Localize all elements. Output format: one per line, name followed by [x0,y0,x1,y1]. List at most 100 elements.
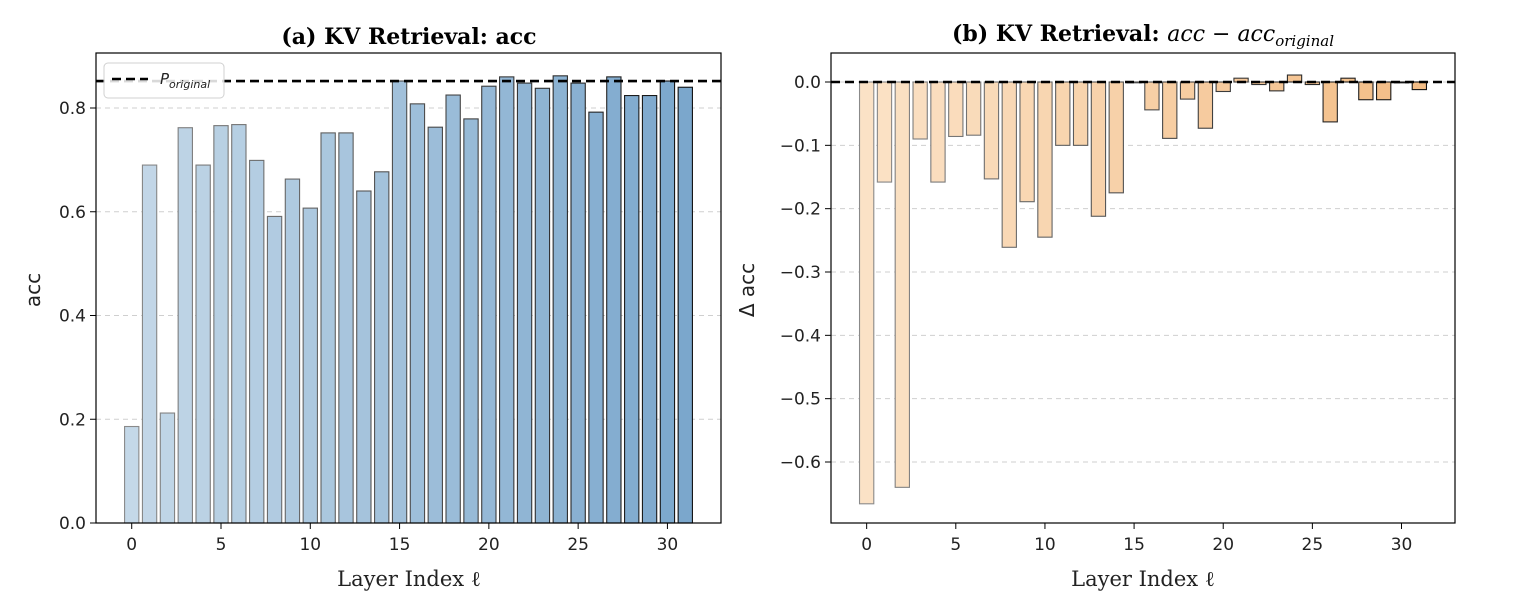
panel-a-acc: (a) KV Retrieval: acc 0.0 0.2 0.4 0.6 0.8 0 5… [21,24,722,591]
y-tick-label: 0.4 [59,307,86,327]
y-tick-label: −0.3 [780,263,821,283]
bar [409,103,426,524]
bar [624,95,640,524]
panel-b-title-math-sub: original [1275,32,1334,50]
bar [374,171,390,524]
y-tick-label: −0.5 [780,390,821,410]
bar [1358,81,1374,101]
panel-a-plot-frame [95,52,722,524]
bar [858,81,875,505]
panel-b-title: (b) KV Retrieval: acc − accoriginal [952,21,1334,50]
x-tick-label: 25 [1302,535,1324,555]
bar [1376,81,1392,101]
bar [266,215,283,524]
bar [338,132,354,524]
bar [1179,81,1196,100]
bar [1090,81,1107,217]
y-tick-label: 0.6 [59,203,86,223]
bar [481,85,497,524]
x-tick-label: 15 [1123,535,1145,555]
bar [445,94,461,524]
legend-label-main: P [160,70,170,88]
x-tick-label: 25 [567,535,589,555]
bar [516,82,533,524]
bar [1144,81,1160,111]
y-tick-label: −0.6 [780,453,821,473]
panel-b-y-ticks: 0.0 −0.1 −0.2 −0.3 −0.4 −0.5 −0.6 [780,73,831,473]
panel-a-x-ticks: 0 5 10 15 20 25 30 [126,523,678,555]
x-tick-label: 0 [861,535,872,555]
x-tick-label: 20 [478,535,500,555]
panel-a-bars [124,75,693,524]
bar [1001,81,1017,248]
bar [983,81,1000,180]
panel-a-title: (a) KV Retrieval: acc [281,24,536,50]
bar [641,95,658,524]
x-tick-label: 30 [657,535,679,555]
bar [876,81,893,183]
bar [1322,81,1338,123]
bar [1055,81,1071,146]
y-tick-label: −0.4 [780,326,821,346]
panel-b-title-math: acc − acc [1167,22,1275,47]
bar [606,76,622,524]
y-tick-label: 0.0 [59,514,86,534]
bar [534,87,551,524]
y-tick-label: −0.2 [780,200,821,220]
bar [1340,77,1356,83]
panel-a-xlabel: Layer Index ℓ [337,567,481,591]
panel-b-bars [858,74,1428,505]
y-tick-label: 0.0 [794,73,821,93]
x-tick-label: 0 [126,535,137,555]
x-tick-label: 30 [1391,535,1413,555]
bar [894,81,910,488]
x-tick-label: 5 [950,535,961,555]
y-tick-label: 0.2 [59,410,86,430]
bar [948,81,964,138]
bar [249,159,265,524]
x-tick-label: 10 [1034,535,1056,555]
panel-b-delta-acc: (b) KV Retrieval: acc − accoriginal 0.0 −… [735,21,1456,591]
bar [677,86,693,524]
bar [912,81,928,140]
bar [302,207,318,524]
x-tick-label: 15 [389,535,411,555]
bar [427,126,443,524]
bar [659,80,676,524]
bar [213,125,229,524]
bar [552,75,568,524]
bar [391,80,408,524]
panel-b-x-ticks: 0 5 10 15 20 25 30 [861,523,1412,555]
x-tick-label: 5 [216,535,227,555]
bar [231,124,247,524]
panel-b-title-text: (b) KV Retrieval: [952,21,1167,47]
panel-b-xlabel: Layer Index ℓ [1071,567,1215,591]
bar [499,76,515,524]
bar [1037,81,1053,238]
x-tick-label: 10 [299,535,321,555]
panel-a-legend: Poriginal [103,62,225,99]
bar [1019,81,1035,203]
bar [570,82,586,524]
bar [1269,81,1285,92]
bar [124,425,140,524]
bar [1108,81,1124,194]
legend-label: Poriginal [160,70,210,91]
bar [1215,81,1231,93]
bar [588,111,604,524]
panel-b-plot-frame [830,52,1456,524]
panel-b-ylabel: Δ acc [735,263,759,317]
x-tick-label: 20 [1212,535,1234,555]
bar [159,412,176,524]
legend-label-sub: original [169,78,210,91]
bar [1162,81,1178,139]
panel-a-ylabel: acc [21,273,45,307]
bar [1197,81,1214,129]
bar [463,118,479,524]
bar [177,127,193,524]
bar [965,81,982,136]
bar [930,81,946,183]
bar [195,164,211,524]
bar [141,164,158,524]
